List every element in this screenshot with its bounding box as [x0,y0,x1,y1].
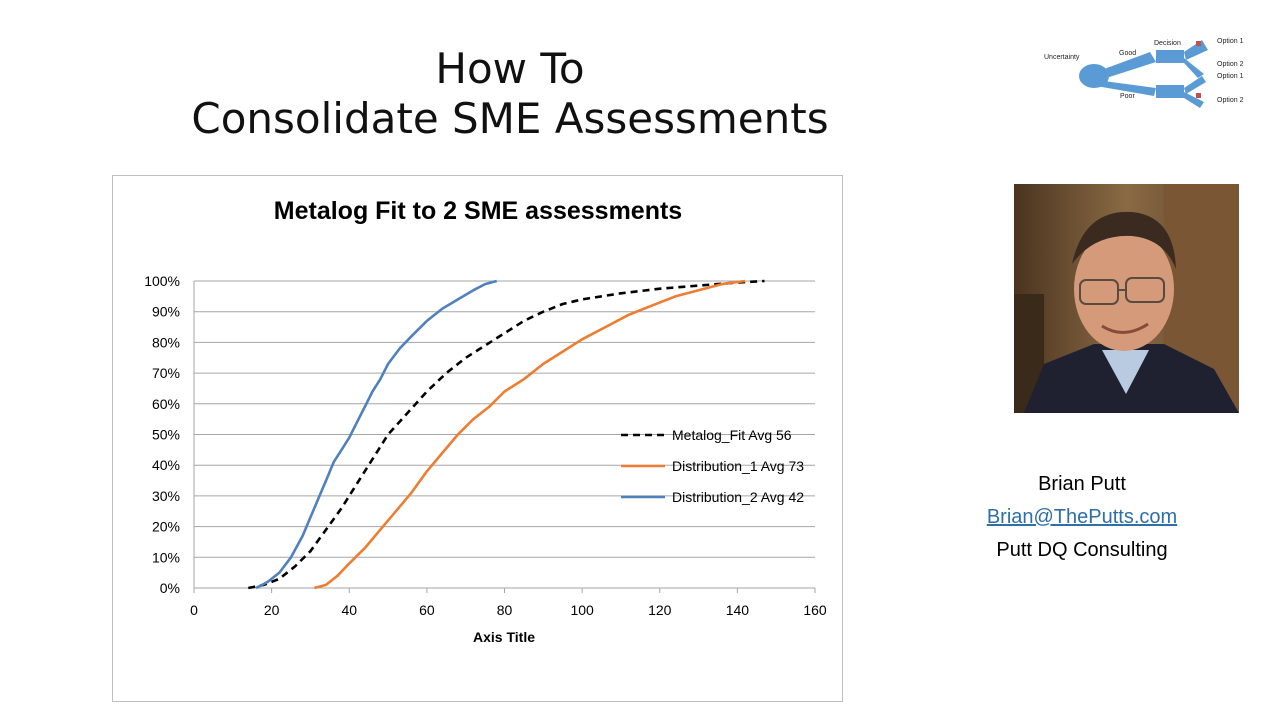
series-line-1 [248,279,765,590]
contact-email-link[interactable]: Brian@ThePutts.com [986,506,1178,528]
chart-frame: Metalog Fit to 2 SME assessments 0% 10% 20… [112,175,843,702]
y-tick-label: 90% [152,304,180,320]
contact-name: Brian Putt [1038,473,1126,495]
slide-title-line-2: Consolidate SME Assessments [191,94,829,143]
option-bottom-2-label: Option 2 [1217,97,1244,104]
option-branch-top-2 [1184,58,1204,78]
series-line-2 [313,279,746,590]
good-label: Good [1119,50,1136,57]
legend-entry-2: Distribution_1 Avg 73 [672,458,804,474]
y-tick-label: 30% [152,488,180,504]
contact-block: Brian Putt Brian@ThePutts.com Putt DQ Co… [962,468,1202,567]
x-tick-label: 60 [419,602,435,618]
option-branch-bottom-1 [1184,76,1206,94]
cdf-line-chart: Metalog Fit to 2 SME assessments 0% 10% 20… [144,197,827,645]
option-branch-top-1 [1184,40,1208,60]
x-tick-label: 20 [264,602,280,618]
y-tick-label: 40% [152,457,180,473]
x-tick-label: 120 [648,602,672,618]
series-line-3 [255,279,498,590]
option-branch-bottom-2 [1184,92,1204,108]
uncertainty-label: Uncertainty [1044,54,1080,61]
uncertainty-node [1079,64,1109,88]
legend-entry-3: Distribution_2 Avg 42 [672,489,804,505]
tree-branch-poor [1096,80,1156,96]
decision-label: Decision [1154,40,1181,47]
y-tick-label: 50% [152,427,180,443]
decision-tree-diagram: Uncertainty Good Poor Decision Option 1 … [1044,38,1244,108]
decision-node-bottom [1156,85,1184,98]
x-tick-label: 80 [497,602,513,618]
option-marker-top [1196,41,1201,46]
tree-branch-good [1096,52,1156,80]
chart-title: Metalog Fit to 2 SME assessments [274,197,682,225]
y-tick-label: 10% [152,549,180,565]
x-tick-label: 160 [803,602,827,618]
option-marker-bottom [1196,93,1201,98]
slide-title-line-1: How To [435,44,585,93]
y-tick-label: 70% [152,365,180,381]
contact-company: Putt DQ Consulting [996,539,1168,561]
x-tick-label: 140 [726,602,750,618]
legend-entry-1: Metalog_Fit Avg 56 [672,427,792,443]
option-top-1-label: Option 1 [1217,38,1244,45]
presenter-portrait-image [1014,184,1239,413]
decision-node-top [1156,50,1184,63]
x-tick-label: 40 [341,602,357,618]
presenter-photo [1014,184,1239,413]
slide-title: How To Consolidate SME Assessments [150,44,870,144]
y-tick-label: 100% [144,273,180,289]
option-top-2-label: Option 2 [1217,61,1244,68]
y-tick-label: 0% [160,580,180,596]
option-bottom-1-label: Option 1 [1217,73,1244,80]
y-tick-label: 80% [152,334,180,350]
x-tick-label: 0 [190,602,198,618]
y-tick-label: 20% [152,519,180,535]
poor-label: Poor [1120,93,1135,100]
y-tick-label: 60% [152,396,180,412]
x-tick-label: 100 [570,602,594,618]
x-axis-title: Axis Title [473,629,535,645]
